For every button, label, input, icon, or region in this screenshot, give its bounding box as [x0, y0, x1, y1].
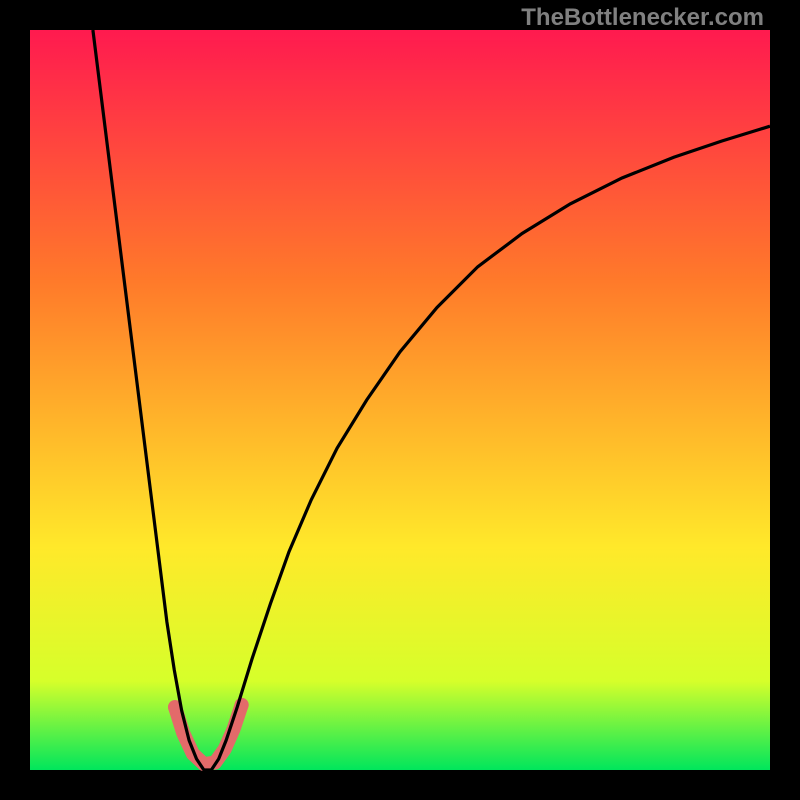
bottom-marker-polyline: [175, 705, 242, 764]
main-curve-path: [93, 30, 770, 770]
chart-frame: TheBottlenecker.com: [0, 0, 800, 800]
chart-svg: [0, 0, 800, 800]
